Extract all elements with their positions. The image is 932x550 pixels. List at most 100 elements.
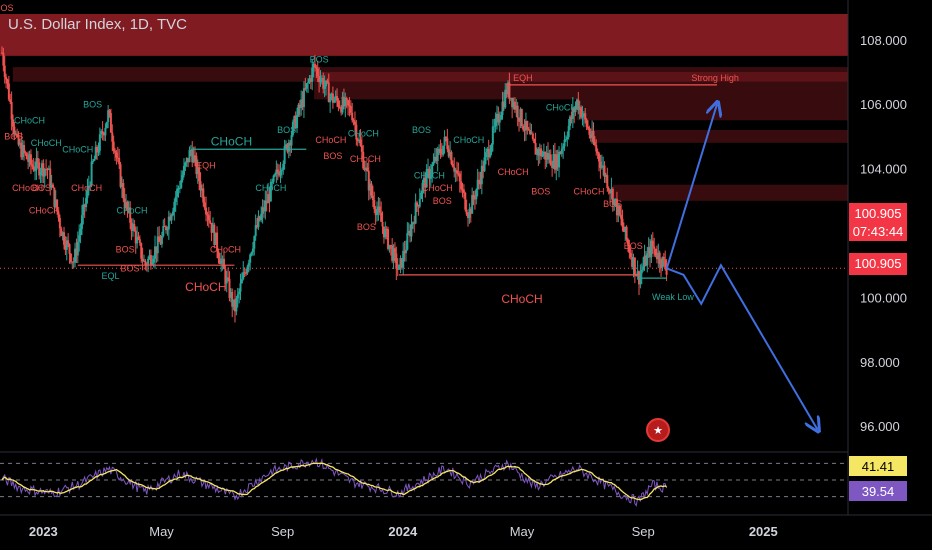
candle-body bbox=[566, 136, 569, 140]
candle-body bbox=[330, 93, 333, 97]
structure-label: EQL bbox=[101, 271, 119, 281]
candle-body bbox=[24, 152, 27, 154]
candle-body bbox=[535, 149, 538, 155]
candle-body bbox=[125, 201, 128, 208]
candle-body bbox=[64, 244, 67, 250]
candle-body bbox=[169, 216, 172, 221]
candle-body bbox=[211, 224, 214, 233]
candle-body bbox=[242, 272, 245, 280]
candle-body bbox=[152, 258, 155, 263]
candle-body bbox=[538, 148, 541, 156]
us-flag-icon[interactable]: ★ bbox=[646, 418, 670, 442]
candle-body bbox=[520, 109, 523, 126]
candle-body bbox=[469, 208, 472, 214]
candle-body bbox=[364, 167, 367, 171]
candle-body bbox=[6, 79, 9, 84]
candle-body bbox=[533, 138, 536, 143]
candle-body bbox=[483, 157, 486, 172]
candle-body bbox=[228, 278, 231, 298]
candle-body bbox=[497, 113, 500, 123]
candle-body bbox=[610, 188, 613, 194]
candle-body bbox=[271, 181, 274, 183]
candle-body bbox=[380, 212, 383, 222]
candle-body bbox=[657, 252, 660, 260]
candle-body bbox=[87, 185, 90, 188]
candle-body bbox=[103, 133, 106, 136]
candle-body bbox=[417, 205, 420, 207]
candle-body bbox=[420, 192, 423, 200]
candle-body bbox=[289, 142, 292, 146]
candle-body bbox=[300, 99, 303, 108]
candle-body bbox=[658, 252, 661, 264]
smc-label: CHoCH bbox=[315, 135, 346, 145]
candle-body bbox=[427, 168, 430, 170]
candle-body bbox=[5, 76, 8, 80]
candle-body bbox=[348, 105, 351, 107]
x-tick-label: 2024 bbox=[388, 524, 418, 539]
candle-body bbox=[222, 258, 225, 269]
candle-body bbox=[435, 156, 438, 161]
x-tick-label: May bbox=[510, 524, 535, 539]
candle-body bbox=[598, 153, 601, 162]
candle-body bbox=[235, 298, 238, 312]
candle-body bbox=[206, 214, 209, 216]
candle-body bbox=[509, 97, 512, 100]
candle-body bbox=[411, 222, 414, 225]
candle-body bbox=[621, 218, 624, 227]
candle-body bbox=[189, 149, 192, 151]
candle-body bbox=[624, 226, 627, 232]
candle-body bbox=[199, 181, 202, 191]
candle-body bbox=[82, 204, 85, 216]
candle-body bbox=[89, 185, 92, 187]
candle-body bbox=[574, 105, 577, 113]
candle-body bbox=[479, 180, 482, 185]
candle-body bbox=[646, 253, 649, 266]
candle-body bbox=[371, 195, 374, 201]
candle-body bbox=[644, 255, 647, 266]
price-badge-last-text: 100.905 bbox=[855, 256, 902, 271]
candle-body bbox=[556, 154, 559, 168]
candle-body bbox=[268, 194, 271, 202]
candle-body bbox=[504, 89, 507, 108]
candle-body bbox=[54, 199, 57, 207]
candle-body bbox=[137, 236, 140, 240]
candle-body bbox=[67, 240, 70, 245]
smc-label: BOS bbox=[120, 264, 139, 274]
candle-body bbox=[185, 157, 188, 163]
candle-body bbox=[50, 184, 53, 188]
candle-body bbox=[163, 226, 166, 228]
candle-body bbox=[250, 252, 253, 255]
candle-body bbox=[569, 116, 572, 126]
candle-body bbox=[170, 215, 173, 221]
candle-body bbox=[195, 155, 198, 175]
candle-body bbox=[558, 151, 561, 168]
candle-body bbox=[475, 189, 478, 200]
candle-body bbox=[455, 170, 458, 174]
candle-body bbox=[649, 247, 652, 258]
candle-body bbox=[130, 222, 133, 231]
candle-body bbox=[495, 113, 498, 119]
candle-body bbox=[178, 187, 181, 189]
rsi-badge-text: 39.54 bbox=[862, 484, 895, 499]
candle-body bbox=[392, 248, 395, 261]
structure-label: CHoCH bbox=[185, 280, 226, 294]
candle-body bbox=[257, 216, 260, 228]
candle-body bbox=[505, 89, 508, 95]
candle-body bbox=[227, 277, 230, 279]
candle-body bbox=[261, 207, 264, 214]
candle-body bbox=[515, 105, 518, 110]
candle-body bbox=[607, 188, 610, 191]
candle-body bbox=[552, 154, 555, 168]
candle-body bbox=[114, 150, 117, 153]
candle-body bbox=[487, 148, 490, 158]
candle-body bbox=[592, 130, 595, 142]
candle-body bbox=[318, 76, 321, 83]
candle-body bbox=[198, 167, 201, 182]
candle-body bbox=[422, 177, 425, 183]
y-tick-label: 98.000 bbox=[860, 355, 900, 370]
candle-body bbox=[403, 250, 406, 254]
candle-body bbox=[447, 149, 450, 157]
candle-body bbox=[443, 136, 446, 146]
candle-body bbox=[286, 144, 289, 152]
